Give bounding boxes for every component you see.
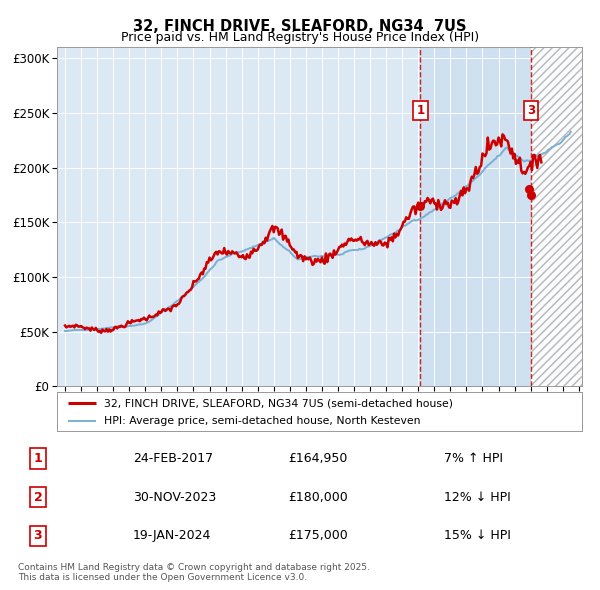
Bar xyxy=(532,47,582,386)
Text: 32, FINCH DRIVE, SLEAFORD, NG34 7US (semi-detached house): 32, FINCH DRIVE, SLEAFORD, NG34 7US (sem… xyxy=(104,398,453,408)
Bar xyxy=(421,47,532,386)
Text: Contains HM Land Registry data © Crown copyright and database right 2025.
This d: Contains HM Land Registry data © Crown c… xyxy=(18,563,370,582)
Text: £175,000: £175,000 xyxy=(289,529,348,542)
Text: 7% ↑ HPI: 7% ↑ HPI xyxy=(444,452,503,465)
Text: 3: 3 xyxy=(527,104,535,117)
Text: £180,000: £180,000 xyxy=(289,490,348,504)
Text: 30-NOV-2023: 30-NOV-2023 xyxy=(133,490,216,504)
Text: 19-JAN-2024: 19-JAN-2024 xyxy=(133,529,211,542)
Text: 1: 1 xyxy=(34,452,42,465)
Text: 24-FEB-2017: 24-FEB-2017 xyxy=(133,452,213,465)
Text: £164,950: £164,950 xyxy=(289,452,348,465)
Text: 32, FINCH DRIVE, SLEAFORD, NG34  7US: 32, FINCH DRIVE, SLEAFORD, NG34 7US xyxy=(133,19,467,34)
Text: Price paid vs. HM Land Registry's House Price Index (HPI): Price paid vs. HM Land Registry's House … xyxy=(121,31,479,44)
Text: 3: 3 xyxy=(34,529,42,542)
Text: 12% ↓ HPI: 12% ↓ HPI xyxy=(444,490,511,504)
Text: HPI: Average price, semi-detached house, North Kesteven: HPI: Average price, semi-detached house,… xyxy=(104,416,421,426)
Text: 1: 1 xyxy=(416,104,425,117)
Text: 2: 2 xyxy=(34,490,42,504)
Text: 15% ↓ HPI: 15% ↓ HPI xyxy=(444,529,511,542)
